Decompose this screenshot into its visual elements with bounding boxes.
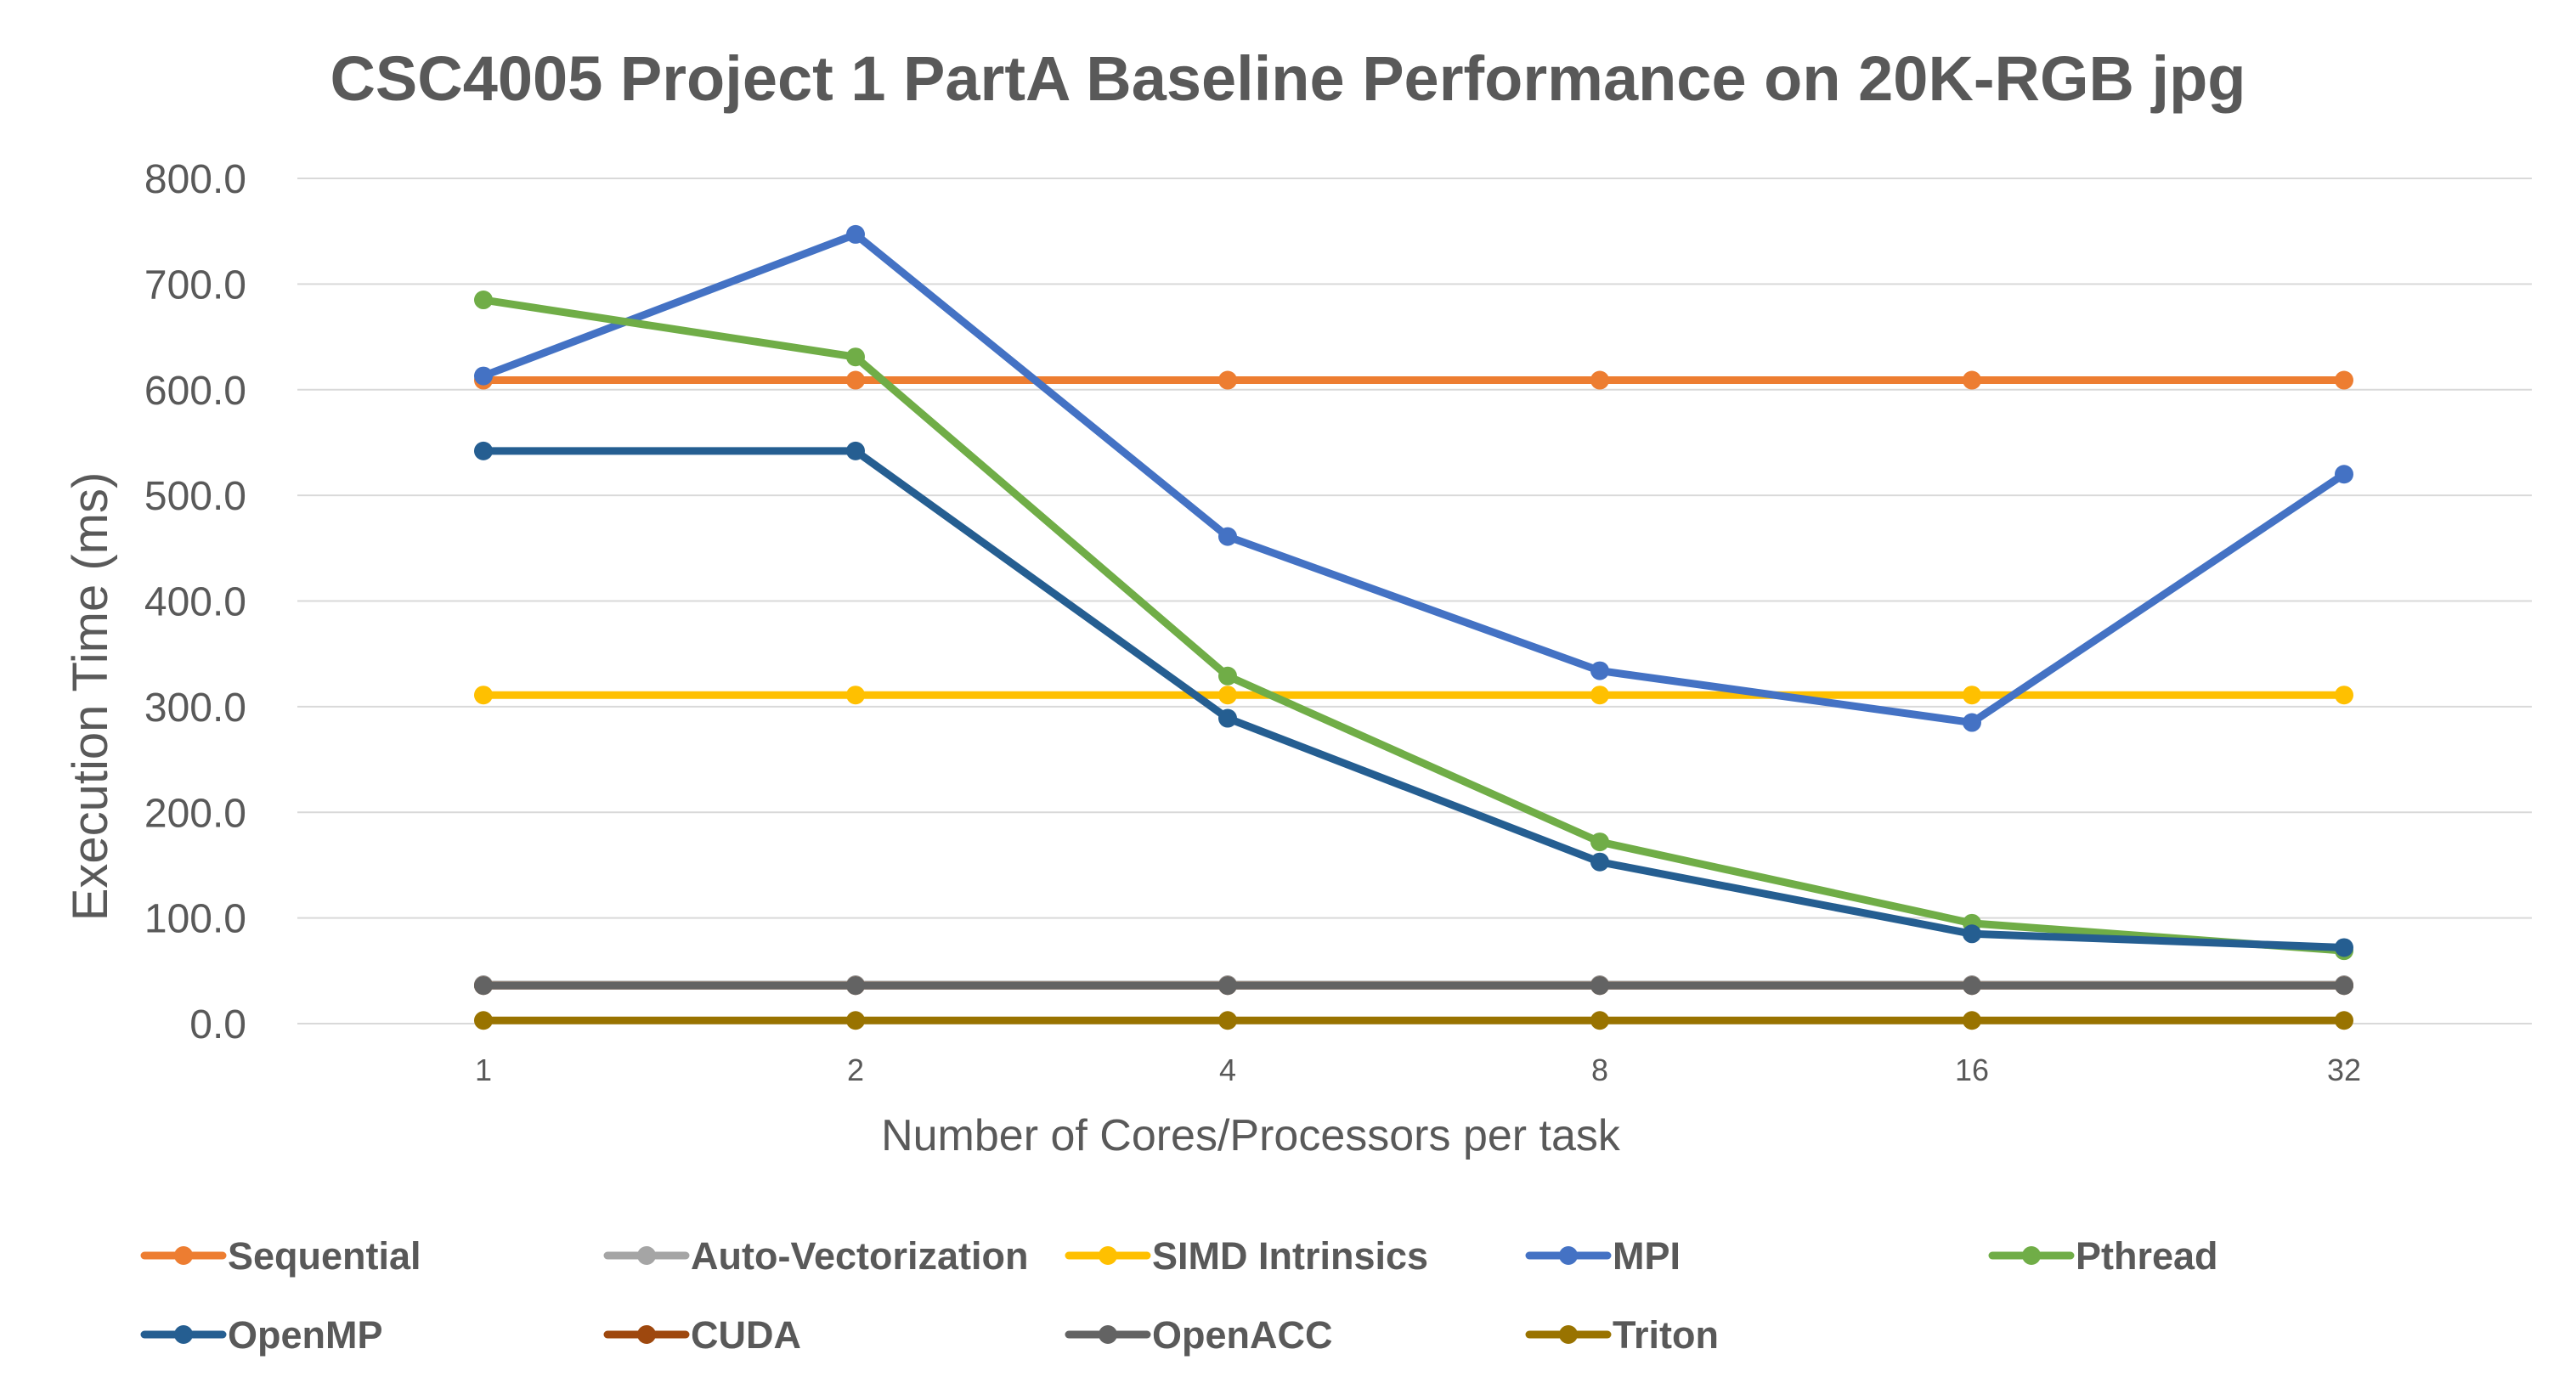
y-axis-ticks: 0.0 100.0 200.0 300.0 400.0 500.0 600.0 700.0 80…: [144, 157, 246, 1047]
x-axis-label: Number of Cores/Processors per task: [881, 1111, 1621, 1160]
x-tick-label: 32: [2327, 1053, 2361, 1087]
series-mpi: [474, 224, 2353, 732]
data-point-mpi: [1590, 661, 1609, 680]
legend-marker: [1559, 1246, 1578, 1265]
y-tick-label: 200.0: [144, 791, 246, 836]
data-point-mpi: [1963, 713, 1981, 732]
legend-label: SIMD Intrinsics: [1152, 1234, 1428, 1278]
data-point-openmp: [474, 441, 493, 460]
series-triton: [474, 1011, 2353, 1030]
legend-label: OpenACC: [1152, 1313, 1333, 1357]
legend-item-openmp: OpenMP: [140, 1313, 383, 1357]
legend-item-auto-vectorization: Auto-Vectorization: [603, 1234, 1029, 1278]
data-point-openmp: [2335, 938, 2353, 957]
y-tick-label: 500.0: [144, 474, 246, 519]
y-tick-label: 0.0: [189, 1002, 246, 1047]
data-point-mpi: [1218, 527, 1237, 546]
data-point-triton: [1590, 1011, 1609, 1030]
y-tick-label: 400.0: [144, 580, 246, 625]
legend-item-mpi: MPI: [1525, 1234, 1681, 1278]
data-point-simd-intrinsics: [474, 686, 493, 705]
legend-label: MPI: [1613, 1234, 1681, 1278]
data-point-triton: [474, 1011, 493, 1030]
legend-marker: [174, 1325, 193, 1344]
data-point-simd-intrinsics: [1963, 686, 1981, 705]
legend-item-simd-intrinsics: SIMD Intrinsics: [1065, 1234, 1428, 1278]
data-point-openmp: [1218, 708, 1237, 728]
data-point-sequential: [1963, 370, 1981, 390]
y-axis-label: Execution Time (ms): [63, 472, 118, 922]
data-point-triton: [846, 1011, 865, 1030]
series-openmp: [474, 441, 2353, 957]
y-tick-label: 300.0: [144, 686, 246, 731]
data-point-sequential: [2335, 370, 2353, 390]
x-tick-label: 2: [847, 1053, 864, 1087]
series-simd-intrinsics: [474, 686, 2353, 705]
legend-label: OpenMP: [228, 1313, 383, 1357]
data-point-pthread: [1218, 666, 1237, 686]
legend-item-sequential: Sequential: [140, 1234, 421, 1278]
x-tick-label: 8: [1591, 1053, 1608, 1087]
data-point-mpi: [474, 366, 493, 386]
legend-marker: [1559, 1325, 1578, 1344]
data-point-openmp: [846, 441, 865, 460]
x-tick-label: 4: [1219, 1053, 1236, 1087]
data-point-sequential: [1218, 370, 1237, 390]
data-point-simd-intrinsics: [2335, 686, 2353, 705]
legend-label: Sequential: [228, 1234, 421, 1278]
data-point-triton: [1963, 1011, 1981, 1030]
data-point-pthread: [1590, 832, 1609, 852]
x-tick-label: 1: [475, 1053, 492, 1087]
data-point-triton: [2335, 1011, 2353, 1030]
data-point-sequential: [1590, 370, 1609, 390]
data-point-simd-intrinsics: [1590, 686, 1609, 705]
legend-label: CUDA: [691, 1313, 801, 1357]
legend-item-openacc: OpenACC: [1065, 1313, 1333, 1357]
data-point-openacc: [846, 976, 865, 996]
data-point-pthread: [846, 347, 865, 367]
series-line-mpi: [479, 230, 2348, 727]
legend-item-triton: Triton: [1525, 1313, 1719, 1357]
data-point-triton: [1218, 1011, 1237, 1030]
data-point-openacc: [1963, 976, 1981, 996]
y-tick-label: 800.0: [144, 157, 246, 202]
legend-label: Triton: [1613, 1313, 1719, 1357]
data-point-openacc: [1590, 976, 1609, 996]
series-lines: [474, 224, 2353, 1030]
data-point-openacc: [2335, 976, 2353, 996]
x-axis-ticks: 1 2 4 8 16 32: [475, 1053, 2361, 1087]
legend-item-cuda: CUDA: [603, 1313, 801, 1357]
series-line-pthread: [479, 296, 2348, 955]
data-point-pthread: [474, 291, 493, 310]
legend-marker: [174, 1246, 193, 1265]
data-point-mpi: [846, 224, 865, 244]
x-tick-label: 16: [1955, 1053, 1989, 1087]
data-point-simd-intrinsics: [1218, 686, 1237, 705]
legend-marker: [637, 1325, 656, 1344]
legend-marker: [637, 1246, 656, 1265]
legend-item-pthread: Pthread: [1988, 1234, 2218, 1278]
series-openacc: [474, 976, 2353, 996]
legend-label: Pthread: [2076, 1234, 2218, 1278]
data-point-simd-intrinsics: [846, 686, 865, 705]
data-point-openacc: [474, 976, 493, 996]
legend-marker: [2022, 1246, 2041, 1265]
series-line-openmp: [479, 447, 2348, 951]
y-tick-label: 600.0: [144, 369, 246, 414]
chart-title: CSC4005 Project 1 PartA Baseline Perform…: [330, 43, 2246, 114]
legend-marker: [1099, 1325, 1117, 1344]
y-tick-label: 700.0: [144, 262, 246, 308]
legend-marker: [1099, 1246, 1117, 1265]
data-point-openmp: [1963, 924, 1981, 944]
data-point-sequential: [846, 370, 865, 390]
legend-label: Auto-Vectorization: [691, 1234, 1029, 1278]
data-point-mpi: [2335, 465, 2353, 484]
data-point-openmp: [1590, 852, 1609, 872]
legend: Sequential Auto-Vectorization SIMD Intrins…: [140, 1234, 2218, 1357]
data-point-openacc: [1218, 976, 1237, 996]
y-tick-label: 100.0: [144, 897, 246, 942]
